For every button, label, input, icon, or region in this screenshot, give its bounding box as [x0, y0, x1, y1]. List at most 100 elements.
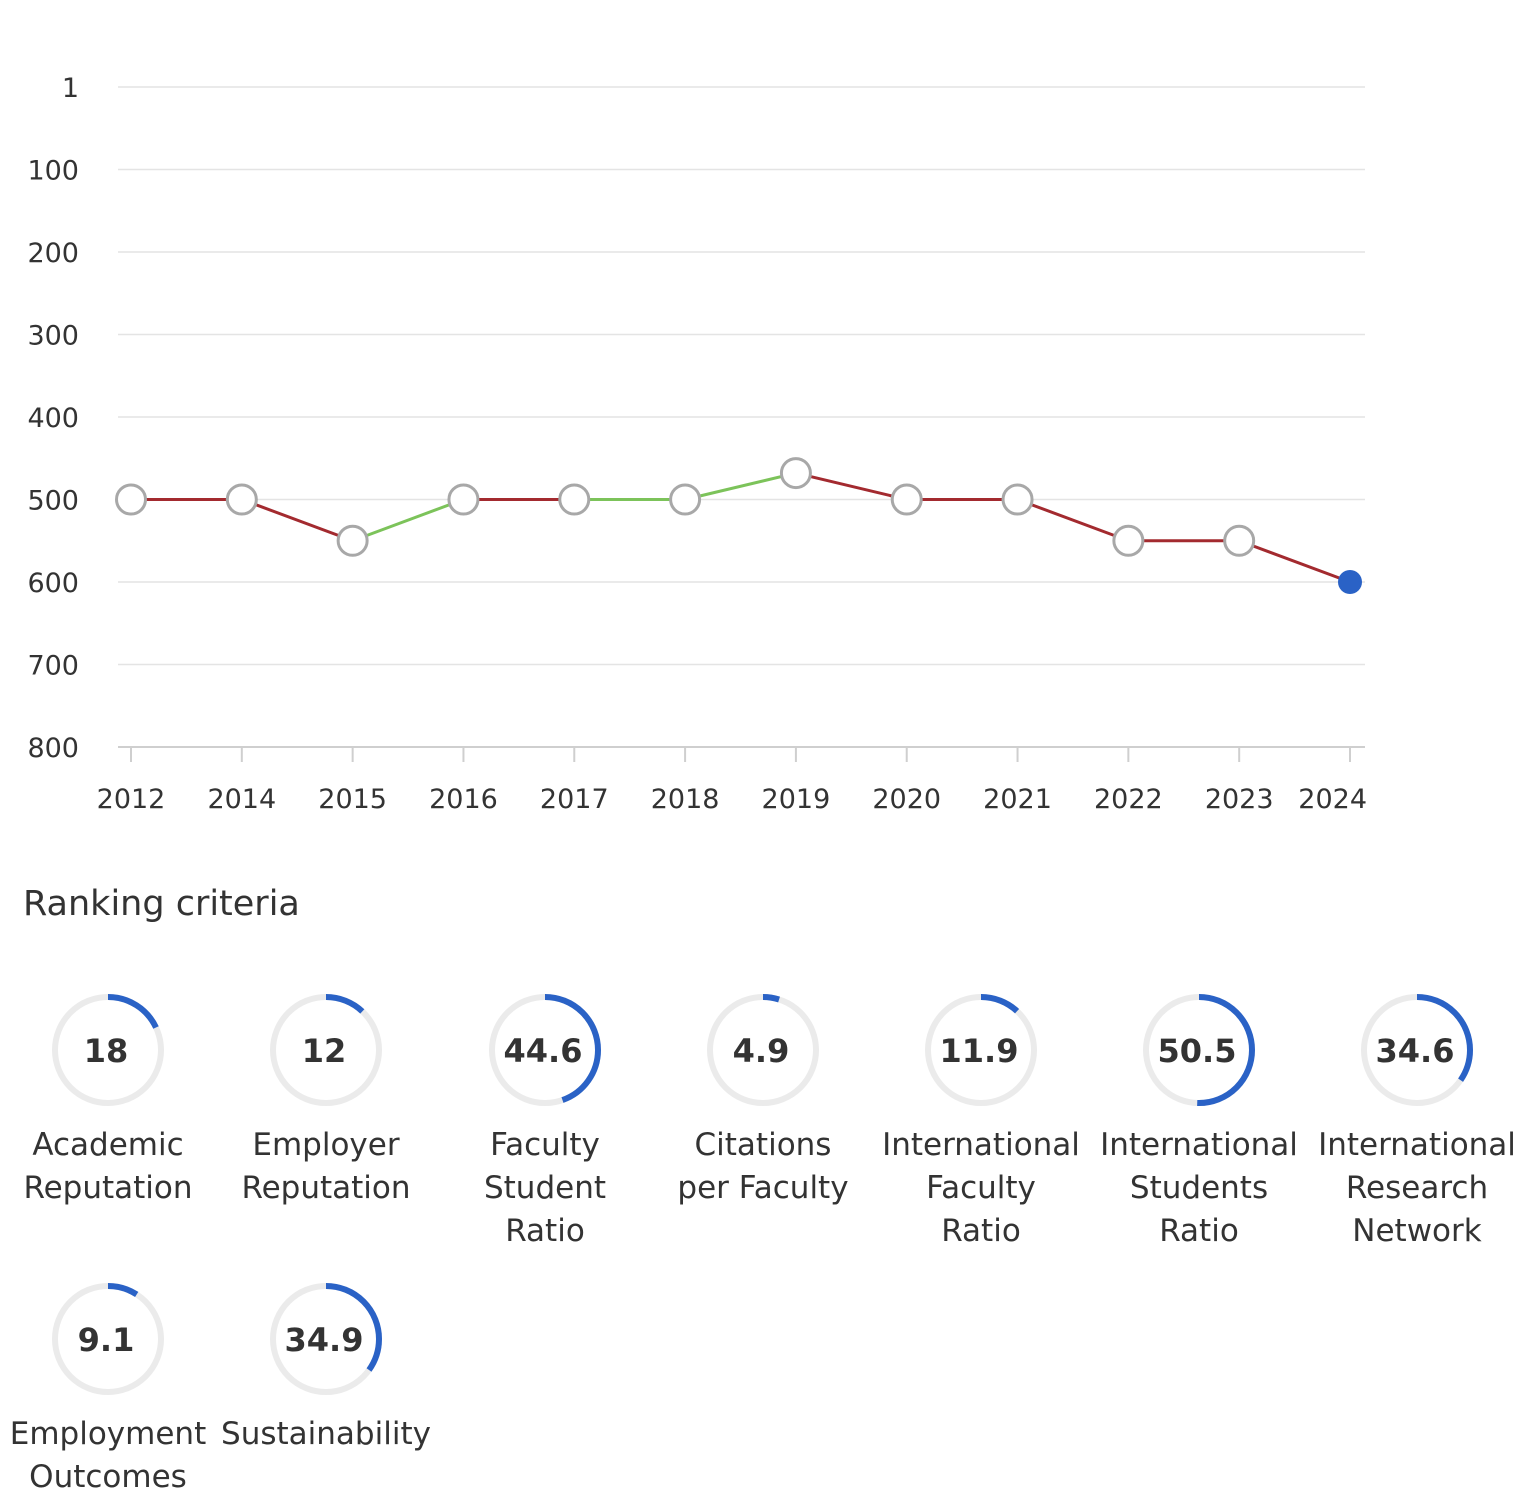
data-point[interactable]: [336, 524, 369, 557]
x-tick-label: 2017: [540, 784, 609, 815]
criterion-label-line: International: [1318, 1127, 1516, 1163]
data-point[interactable]: [669, 483, 702, 516]
criterion-score: 34.6: [1376, 1032, 1455, 1070]
criterion-label-line: Sustainability: [221, 1416, 431, 1452]
criterion-employment-outcomes: 9.1 Employment Outcomes: [0, 1279, 218, 1499]
series-segment: [241, 498, 354, 543]
criterion-gauge: 11.9: [925, 994, 1037, 1106]
criterion-label-line: Outcomes: [29, 1459, 187, 1495]
x-tick-label: 2016: [429, 784, 498, 815]
criterion-employer-reputation: 12 Employer Reputation: [216, 990, 436, 1210]
x-tick-label: 2014: [207, 784, 276, 815]
y-tick-label: 600: [27, 568, 79, 599]
criterion-label-line: Employment: [9, 1416, 207, 1452]
criterion-label-line: Academic: [32, 1127, 184, 1163]
criterion-academic-reputation: 18 Academic Reputation: [0, 990, 218, 1210]
criterion-label-line: Employer: [252, 1127, 400, 1163]
gauge-arc: [1143, 994, 1255, 1106]
criterion-gauge: 50.5: [1143, 994, 1255, 1106]
criterion-faculty-student-ratio: 44.6 Faculty Student Ratio: [435, 990, 655, 1253]
criterion-score: 44.6: [504, 1032, 583, 1070]
x-tick-label: 2020: [872, 784, 941, 815]
criterion-label-line: Faculty: [490, 1127, 600, 1163]
criterion-label-line: Ratio: [505, 1213, 585, 1249]
criterion-gauge: 4.9: [707, 994, 819, 1106]
gauge-arc: [52, 1283, 164, 1395]
criterion-score: 12: [302, 1032, 347, 1070]
gauge-arc: [52, 994, 164, 1106]
criterion-label-line: Students: [1129, 1170, 1269, 1206]
criterion-label-line: International: [882, 1127, 1080, 1163]
criterion-gauge: 34.6: [1361, 994, 1473, 1106]
criterion-gauge: 34.9: [270, 1283, 382, 1395]
criterion-label: Employment Outcomes: [0, 1413, 218, 1499]
criterion-international-students-ratio: 50.5 International Students Ratio: [1089, 990, 1309, 1253]
criterion-score: 11.9: [940, 1032, 1019, 1070]
criterion-label: International Faculty Ratio: [871, 1124, 1091, 1253]
data-point[interactable]: [1001, 483, 1034, 516]
x-tick-label: 2022: [1094, 784, 1163, 815]
x-tick-label: 2021: [983, 784, 1052, 815]
criterion-international-research-network: 34.6 International Research Network: [1307, 990, 1527, 1253]
criterion-gauge: 44.6: [489, 994, 601, 1106]
criterion-label-line: Student: [483, 1170, 607, 1206]
x-tick-label: 2018: [651, 784, 720, 815]
x-tick-label: 2024: [1298, 784, 1367, 815]
data-point[interactable]: [225, 483, 258, 516]
data-point[interactable]: [1112, 524, 1145, 557]
criterion-label-line: Research: [1345, 1170, 1489, 1206]
criterion-label-line: Ratio: [1159, 1213, 1239, 1249]
gauge-arc: [707, 994, 819, 1106]
current-rank-point[interactable]: [1338, 570, 1362, 594]
criterion-international-faculty-ratio: 11.9 International Faculty Ratio: [871, 990, 1091, 1253]
criterion-label: Employer Reputation: [216, 1124, 436, 1210]
ranking-history-chart: 1 100 200 300 400 500 600 700 800 2012 2014 2015 20…: [27, 73, 1367, 815]
data-point[interactable]: [115, 483, 147, 516]
data-point[interactable]: [779, 457, 812, 490]
series-segment: [1238, 539, 1351, 584]
y-tick-label: 500: [27, 486, 79, 517]
criterion-label-line: International: [1100, 1127, 1298, 1163]
data-point[interactable]: [890, 483, 923, 516]
series-segment: [1017, 498, 1129, 543]
criterion-label: International Research Network: [1307, 1124, 1527, 1253]
y-tick-label: 1: [62, 73, 79, 104]
y-tick-label: 800: [27, 733, 79, 764]
criterion-score: 4.9: [733, 1032, 790, 1070]
criterion-label-line: per Faculty: [677, 1170, 849, 1206]
series-segment: [795, 471, 908, 501]
series-segment: [352, 498, 464, 543]
x-tick-label: 2015: [318, 784, 387, 815]
gauge-arc: [489, 994, 601, 1106]
series-segment: [684, 471, 797, 501]
criterion-label-line: Ratio: [941, 1213, 1021, 1249]
criterion-score: 50.5: [1158, 1032, 1237, 1070]
criterion-label: Sustainability: [216, 1413, 436, 1456]
data-point[interactable]: [1223, 524, 1256, 557]
x-tick-label: 2019: [762, 784, 831, 815]
gauge-arc: [270, 994, 382, 1106]
criterion-label-line: Citations: [694, 1127, 832, 1163]
criterion-label-line: Reputation: [241, 1170, 411, 1206]
data-point[interactable]: [558, 483, 591, 516]
criterion-citations-per-faculty: 4.9 Citations per Faculty: [653, 990, 873, 1210]
criterion-gauge: 18: [52, 994, 164, 1106]
criterion-score: 9.1: [78, 1321, 135, 1359]
criterion-sustainability: 34.9 Sustainability: [216, 1279, 436, 1456]
criterion-label: Academic Reputation: [0, 1124, 218, 1210]
criterion-label-line: Reputation: [23, 1170, 193, 1206]
criterion-label: Citations per Faculty: [653, 1124, 873, 1210]
criterion-label-line: Faculty: [926, 1170, 1036, 1206]
criterion-label: International Students Ratio: [1089, 1124, 1309, 1253]
data-point[interactable]: [447, 483, 480, 516]
y-tick-label: 700: [27, 651, 79, 682]
y-tick-label: 300: [27, 321, 79, 352]
criterion-score: 18: [84, 1032, 129, 1070]
x-tick-label: 2023: [1205, 784, 1274, 815]
gauge-arc: [1361, 994, 1473, 1106]
y-tick-label: 200: [27, 238, 79, 269]
criterion-label-line: Network: [1352, 1213, 1482, 1249]
criterion-score: 34.9: [285, 1321, 364, 1359]
gauge-arc: [925, 994, 1037, 1106]
criterion-gauge: 12: [270, 994, 382, 1106]
